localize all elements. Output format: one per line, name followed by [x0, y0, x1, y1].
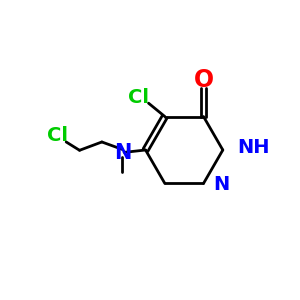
Text: O: O — [194, 68, 214, 92]
Text: N: N — [213, 175, 229, 194]
Text: N: N — [114, 143, 131, 163]
Text: Cl: Cl — [128, 88, 148, 107]
Text: NH: NH — [237, 138, 270, 157]
Text: Cl: Cl — [47, 126, 68, 145]
